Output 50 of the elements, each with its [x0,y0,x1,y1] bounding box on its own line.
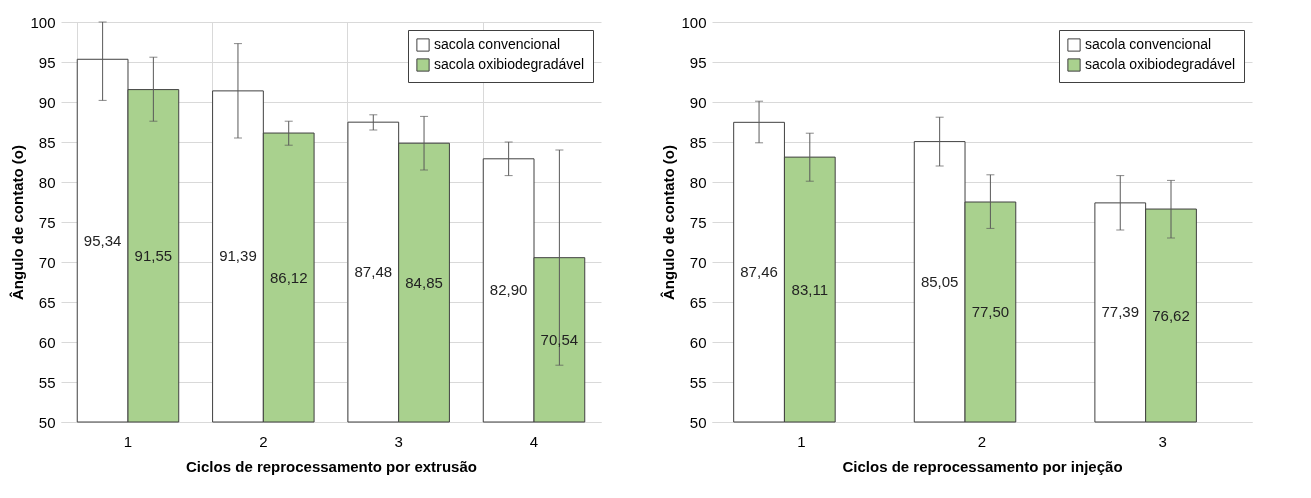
y-tick-label: 75 [689,213,707,231]
x-tick-label: 2 [259,432,268,450]
data-label: 87,48 [354,263,393,281]
y-tick-label: 75 [38,213,56,231]
data-label: 85,05 [920,272,959,290]
data-label: 84,85 [405,273,443,291]
legend-label: sacola oxibiodegradável [434,56,585,72]
data-label: 95,34 [83,231,122,249]
data-label: 77,50 [971,303,1010,320]
y-tick-label: 90 [38,93,56,111]
x-tick-label: 3 [1158,432,1167,450]
y-tick-label: 65 [689,293,707,311]
y-tick-label: 95 [38,53,56,71]
data-label: 86,12 [269,268,308,286]
y-tick-label: 80 [689,173,707,191]
legend-label: sacola convencional [434,36,561,52]
y-tick-label: 70 [689,253,707,271]
x-tick-label: 3 [394,432,403,450]
x-tick-label: 1 [797,432,806,450]
y-tick-label: 55 [689,373,707,391]
y-tick-label: 95 [689,53,707,71]
y-tick-label: 60 [38,333,56,351]
data-label: 83,11 [791,280,829,298]
y-tick-label: 55 [38,373,56,391]
y-tick-label: 85 [689,133,707,151]
legend-label: sacola convencional [1085,36,1212,52]
y-tick-label: 70 [38,253,56,271]
y-tick-label: 60 [689,333,707,351]
x-tick-label: 1 [123,432,133,450]
y-tick-label: 50 [689,413,707,431]
data-label: 91,39 [219,247,257,265]
legend-label: sacola oxibiodegradável [1085,56,1236,72]
data-label: 77,39 [1101,303,1140,321]
data-label: 91,55 [134,246,173,264]
x-axis-title: Ciclos de reprocessamento por extrusão [186,457,477,475]
y-tick-label: 50 [38,413,56,431]
data-label: 76,62 [1152,306,1190,324]
x-tick-label: 2 [977,432,987,450]
y-tick-label: 80 [38,173,56,191]
data-label: 87,46 [740,263,778,281]
x-axis-title: Ciclos de reprocessamento por injeção [842,457,1123,475]
y-axis-title: Ângulo de contato (o) [9,145,27,300]
y-axis-title: Ângulo de contato (o) [660,145,678,300]
y-tick-label: 100 [681,13,707,31]
y-tick-label: 90 [689,93,707,111]
y-tick-label: 100 [30,13,56,31]
data-label: 82,90 [489,281,528,299]
y-tick-label: 65 [38,293,56,311]
x-tick-label: 4 [529,432,539,450]
y-tick-label: 85 [38,133,56,151]
